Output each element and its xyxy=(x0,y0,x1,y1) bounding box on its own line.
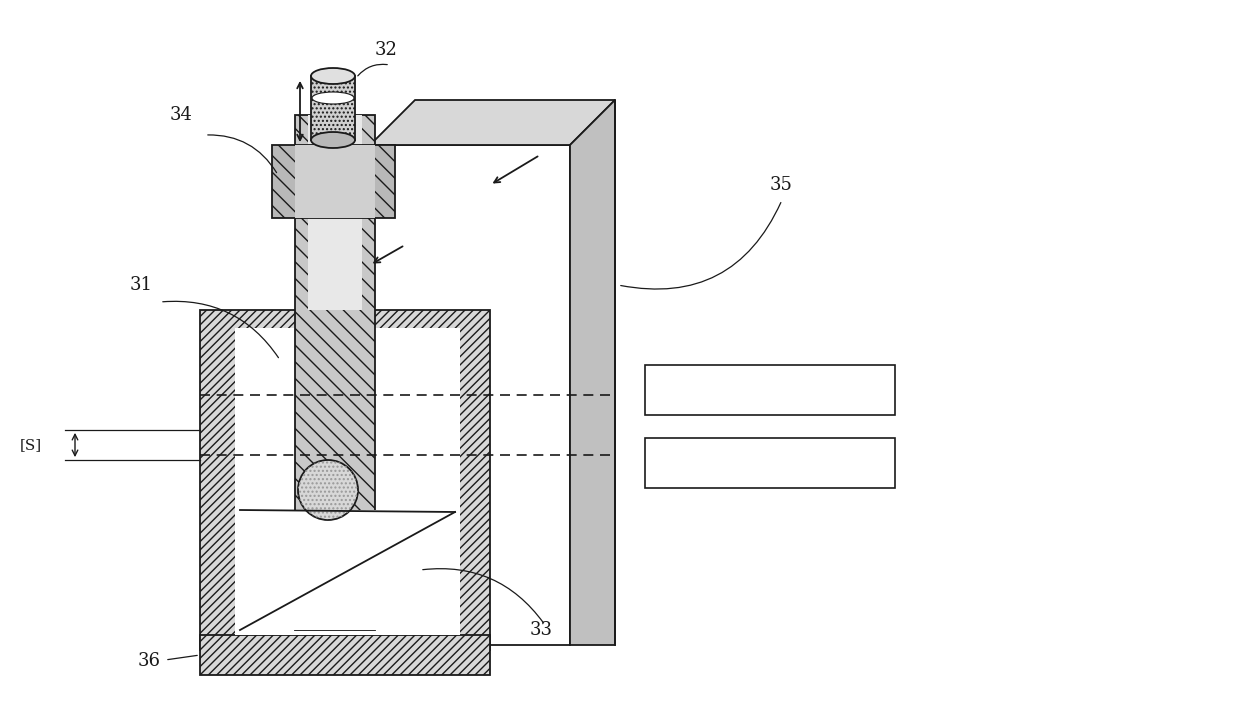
Polygon shape xyxy=(240,510,460,630)
Text: 31: 31 xyxy=(130,276,152,294)
Polygon shape xyxy=(235,328,460,635)
Ellipse shape xyxy=(312,92,354,104)
Polygon shape xyxy=(295,115,375,630)
Polygon shape xyxy=(199,310,489,650)
Text: 33: 33 xyxy=(530,621,553,639)
Text: 32: 32 xyxy=(375,41,398,59)
Circle shape xyxy=(299,460,358,520)
Polygon shape xyxy=(570,100,615,645)
Bar xyxy=(646,438,895,488)
Polygon shape xyxy=(370,100,615,145)
Polygon shape xyxy=(273,145,395,218)
Polygon shape xyxy=(309,115,362,310)
Polygon shape xyxy=(295,145,375,218)
Text: [S]: [S] xyxy=(20,438,42,452)
Text: T (top position): T (top position) xyxy=(700,381,840,399)
Bar xyxy=(646,365,895,415)
Text: 34: 34 xyxy=(170,106,193,124)
Text: B (bottom position): B (bottom position) xyxy=(681,454,859,472)
Ellipse shape xyxy=(311,132,356,148)
Polygon shape xyxy=(311,76,356,140)
Ellipse shape xyxy=(311,68,356,84)
Polygon shape xyxy=(370,145,570,645)
Polygon shape xyxy=(199,635,489,675)
Text: 35: 35 xyxy=(769,176,793,194)
Text: 36: 36 xyxy=(138,652,161,670)
